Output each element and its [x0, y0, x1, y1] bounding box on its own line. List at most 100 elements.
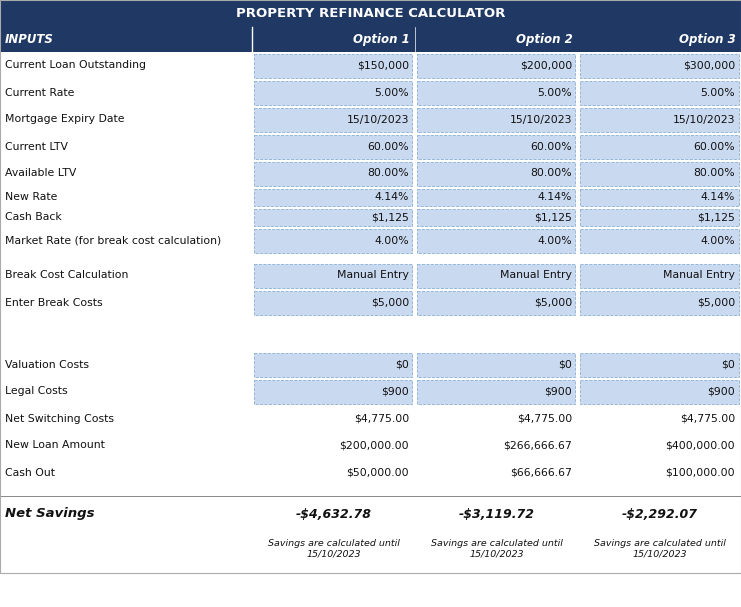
Bar — [417, 353, 576, 376]
Text: $4,775.00: $4,775.00 — [516, 413, 572, 424]
Bar — [0, 187, 741, 207]
Text: $1,125: $1,125 — [534, 212, 572, 222]
Bar — [254, 81, 413, 104]
Bar — [0, 432, 741, 459]
Text: Option 3: Option 3 — [679, 33, 736, 46]
Text: $200,000.00: $200,000.00 — [339, 441, 409, 450]
Text: $1,125: $1,125 — [697, 212, 735, 222]
Text: 4.14%: 4.14% — [701, 192, 735, 202]
Text: 80.00%: 80.00% — [531, 169, 572, 178]
Bar — [417, 53, 576, 78]
Bar — [0, 378, 741, 405]
Text: 4.00%: 4.00% — [700, 236, 735, 245]
Text: $4,775.00: $4,775.00 — [679, 413, 735, 424]
Text: Savings are calculated until
15/10/2023: Savings are calculated until 15/10/2023 — [268, 539, 399, 558]
Text: 5.00%: 5.00% — [374, 87, 409, 98]
Text: Current LTV: Current LTV — [5, 141, 68, 152]
Text: Cash Out: Cash Out — [5, 467, 55, 478]
Bar — [254, 208, 413, 225]
Text: New Rate: New Rate — [5, 192, 57, 202]
Text: -$3,119.72: -$3,119.72 — [459, 507, 534, 520]
Bar — [580, 161, 739, 186]
Text: Current Rate: Current Rate — [5, 87, 74, 98]
Bar — [0, 133, 741, 160]
Bar — [417, 189, 576, 206]
Text: -$4,632.78: -$4,632.78 — [296, 507, 371, 520]
Text: $50,000.00: $50,000.00 — [346, 467, 409, 478]
Text: 4.14%: 4.14% — [375, 192, 409, 202]
Bar — [580, 135, 739, 158]
Text: $66,666.67: $66,666.67 — [510, 467, 572, 478]
Text: 15/10/2023: 15/10/2023 — [673, 115, 735, 124]
Text: Enter Break Costs: Enter Break Costs — [5, 297, 102, 308]
Text: $0: $0 — [558, 359, 572, 370]
Text: Break Cost Calculation: Break Cost Calculation — [5, 271, 128, 280]
Bar — [0, 106, 741, 133]
Text: $900: $900 — [381, 387, 409, 396]
Text: $0: $0 — [721, 359, 735, 370]
Bar — [580, 107, 739, 132]
Text: Manual Entry: Manual Entry — [663, 271, 735, 280]
Text: $150,000: $150,000 — [357, 61, 409, 70]
Bar — [254, 161, 413, 186]
Bar — [417, 208, 576, 225]
Text: PROPERTY REFINANCE CALCULATOR: PROPERTY REFINANCE CALCULATOR — [236, 7, 505, 20]
Text: $200,000: $200,000 — [519, 61, 572, 70]
Text: New Loan Amount: New Loan Amount — [5, 441, 105, 450]
Bar — [580, 379, 739, 404]
Bar — [580, 189, 739, 206]
Text: 4.00%: 4.00% — [374, 236, 409, 245]
Text: Manual Entry: Manual Entry — [500, 271, 572, 280]
Text: Option 2: Option 2 — [516, 33, 573, 46]
Bar — [417, 107, 576, 132]
Text: Current Loan Outstanding: Current Loan Outstanding — [5, 61, 146, 70]
Text: 15/10/2023: 15/10/2023 — [510, 115, 572, 124]
Bar — [417, 379, 576, 404]
Bar — [580, 208, 739, 225]
Text: $5,000: $5,000 — [697, 297, 735, 308]
Text: Legal Costs: Legal Costs — [5, 387, 67, 396]
Text: $400,000.00: $400,000.00 — [665, 441, 735, 450]
Text: $5,000: $5,000 — [370, 297, 409, 308]
Text: Savings are calculated until
15/10/2023: Savings are calculated until 15/10/2023 — [594, 539, 725, 558]
Bar — [580, 81, 739, 104]
Bar — [580, 53, 739, 78]
Bar — [0, 227, 741, 254]
Text: 80.00%: 80.00% — [694, 169, 735, 178]
Bar — [417, 135, 576, 158]
Text: Manual Entry: Manual Entry — [337, 271, 409, 280]
Text: 5.00%: 5.00% — [700, 87, 735, 98]
Bar — [0, 27, 741, 52]
Bar — [0, 459, 741, 486]
Text: 4.00%: 4.00% — [537, 236, 572, 245]
Bar — [254, 353, 413, 376]
Text: $1,125: $1,125 — [371, 212, 409, 222]
Bar — [0, 160, 741, 187]
Bar — [254, 228, 413, 253]
Bar — [254, 107, 413, 132]
Bar — [417, 291, 576, 314]
Bar — [580, 353, 739, 376]
Text: Option 1: Option 1 — [353, 33, 410, 46]
Bar — [580, 291, 739, 314]
Text: 15/10/2023: 15/10/2023 — [347, 115, 409, 124]
Text: $266,666.67: $266,666.67 — [503, 441, 572, 450]
Text: Net Switching Costs: Net Switching Costs — [5, 413, 114, 424]
Text: Net Savings: Net Savings — [5, 507, 95, 520]
Bar — [417, 228, 576, 253]
Text: $900: $900 — [707, 387, 735, 396]
Bar — [254, 263, 413, 288]
Bar — [417, 263, 576, 288]
Text: Valuation Costs: Valuation Costs — [5, 359, 89, 370]
Bar — [0, 207, 741, 227]
Text: 80.00%: 80.00% — [368, 169, 409, 178]
Bar — [580, 228, 739, 253]
Text: $900: $900 — [544, 387, 572, 396]
Bar — [254, 379, 413, 404]
Text: $5,000: $5,000 — [534, 297, 572, 308]
Text: Cash Back: Cash Back — [5, 212, 62, 222]
Text: 60.00%: 60.00% — [368, 141, 409, 152]
Text: Market Rate (for break cost calculation): Market Rate (for break cost calculation) — [5, 236, 222, 245]
Text: $0: $0 — [395, 359, 409, 370]
Bar — [0, 351, 741, 378]
